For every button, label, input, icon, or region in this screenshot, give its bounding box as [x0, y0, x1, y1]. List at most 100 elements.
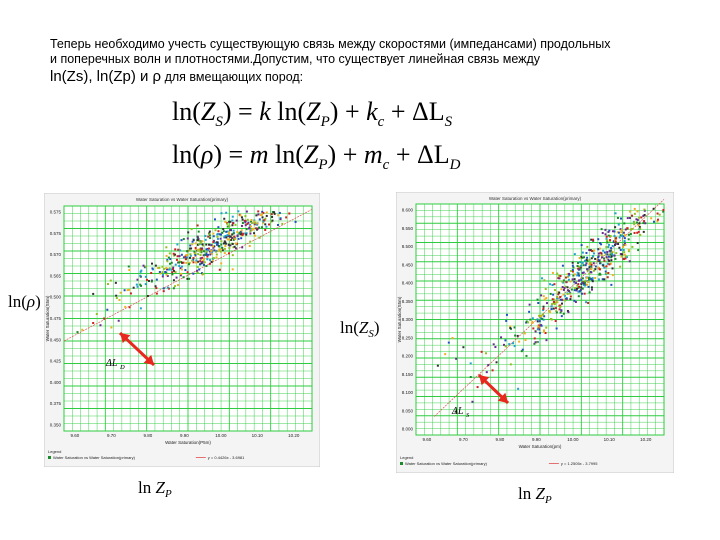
data-point — [172, 266, 175, 269]
data-point — [606, 276, 609, 279]
data-point — [657, 218, 660, 221]
data-point — [136, 278, 139, 281]
x-tick-label: 9.60 — [423, 437, 432, 442]
data-point — [219, 250, 222, 253]
data-point — [189, 254, 192, 257]
intro-text: Теперь необходимо учесть существующую св… — [50, 37, 700, 87]
data-point — [462, 346, 465, 349]
data-point — [232, 238, 235, 241]
data-point — [652, 207, 655, 210]
data-point — [554, 320, 557, 323]
data-point — [226, 222, 229, 225]
data-point — [212, 239, 215, 242]
data-point — [210, 260, 213, 263]
data-point — [566, 275, 569, 278]
data-point — [216, 235, 219, 238]
data-point — [561, 298, 564, 301]
y-tick-label: 8.000 — [402, 427, 414, 432]
intro-line-3: ln(Zs), ln(Zp) и ρ для вмещающих пород: — [50, 67, 700, 87]
data-point — [223, 247, 226, 250]
data-point — [560, 309, 563, 312]
data-point — [579, 261, 582, 264]
data-point — [258, 218, 261, 221]
data-point — [273, 212, 276, 215]
data-point — [620, 229, 623, 232]
data-point — [631, 214, 634, 217]
data-point — [232, 229, 235, 232]
data-point — [633, 221, 636, 224]
data-point — [254, 221, 257, 224]
data-point — [170, 268, 173, 271]
data-point — [608, 249, 611, 252]
data-point — [586, 269, 589, 272]
data-point — [523, 332, 526, 335]
data-point — [263, 219, 266, 222]
data-point — [186, 237, 189, 240]
data-point — [586, 245, 589, 248]
data-point — [609, 262, 612, 265]
data-point — [250, 220, 253, 223]
data-point — [564, 298, 567, 301]
data-point — [271, 211, 274, 214]
data-point — [552, 300, 555, 303]
data-point — [201, 272, 204, 275]
y-tick-label: 8.450 — [402, 262, 414, 267]
data-point — [236, 242, 239, 245]
data-point — [562, 312, 565, 315]
data-point — [578, 268, 581, 271]
data-point — [576, 265, 579, 268]
data-point — [224, 242, 227, 245]
data-point — [447, 341, 450, 344]
data-point — [193, 250, 196, 253]
data-point — [159, 272, 162, 275]
data-point — [597, 238, 600, 241]
data-point — [572, 266, 575, 269]
data-point — [167, 287, 170, 290]
data-point — [582, 264, 585, 267]
y-tick-label: 0.400 — [50, 380, 62, 385]
data-point — [207, 235, 210, 238]
data-point — [576, 284, 579, 287]
data-point — [600, 243, 603, 246]
data-point — [161, 271, 164, 274]
data-point — [469, 376, 472, 379]
data-point — [542, 307, 545, 310]
data-point — [618, 246, 621, 249]
data-point — [139, 307, 142, 310]
data-point — [550, 308, 553, 311]
data-point — [198, 243, 201, 246]
data-point — [184, 255, 187, 258]
data-point — [218, 245, 221, 248]
data-point — [533, 337, 536, 340]
data-point — [627, 238, 630, 241]
data-point — [177, 284, 180, 287]
data-point — [631, 245, 634, 248]
data-point — [118, 299, 121, 302]
data-point — [202, 259, 205, 262]
data-point — [571, 261, 574, 264]
legend-entry: Water Saturation vs Water Saturation(pri… — [53, 455, 136, 460]
data-point — [594, 257, 597, 260]
right-x-axis-label: ln ZP — [518, 484, 552, 506]
data-point — [556, 272, 559, 275]
data-point — [573, 280, 576, 283]
data-point — [636, 231, 639, 234]
data-point — [232, 246, 235, 249]
data-point — [541, 317, 544, 320]
data-point — [250, 218, 253, 221]
data-point — [205, 253, 208, 256]
x-tick-label: 10.20 — [288, 433, 300, 438]
data-point — [180, 268, 183, 271]
data-point — [544, 288, 547, 291]
data-point — [182, 256, 185, 259]
data-point — [258, 226, 261, 229]
data-point — [206, 248, 209, 251]
data-point — [540, 294, 543, 297]
data-point — [81, 328, 84, 331]
data-point — [633, 223, 636, 226]
legend-entry: y = 0.4426x - 3.6981 — [208, 455, 245, 460]
data-point — [534, 330, 537, 333]
data-point — [568, 274, 571, 277]
data-point — [186, 250, 189, 253]
data-point — [220, 240, 223, 243]
